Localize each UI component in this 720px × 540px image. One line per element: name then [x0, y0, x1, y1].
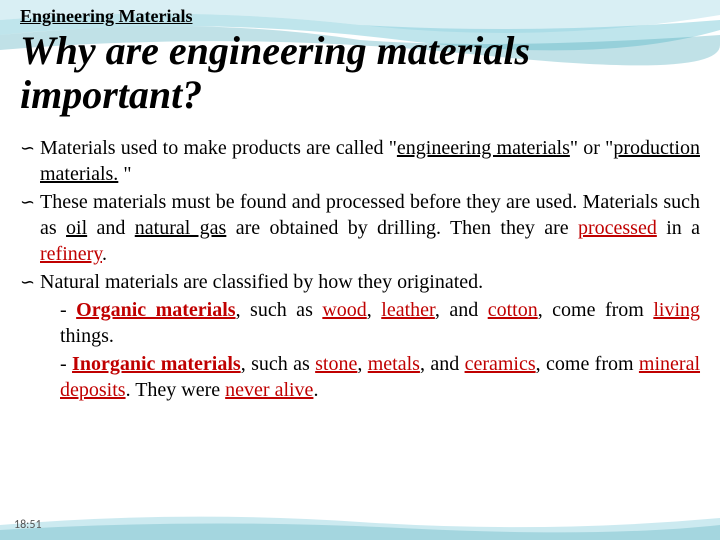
bullet-item: ∽ Materials used to make products are ca… [20, 135, 700, 187]
bullet-icon: ∽ [20, 269, 40, 403]
bottom-wave-decoration [0, 500, 720, 540]
bullet-icon: ∽ [20, 135, 40, 187]
sub-item: - Inorganic materials, such as stone, me… [40, 351, 700, 403]
sub-item: - Organic materials, such as wood, leath… [40, 297, 700, 349]
bullet-item: ∽ These materials must be found and proc… [20, 189, 700, 267]
slide-title: Why are engineering materials important? [20, 29, 700, 117]
slide-content: Engineering Materials Why are engineerin… [0, 0, 720, 415]
bullet-text: Materials used to make products are call… [40, 135, 700, 187]
timestamp: 18:51 [14, 518, 42, 532]
slide-header: Engineering Materials [20, 6, 700, 27]
bullet-item: ∽ Natural materials are classified by ho… [20, 269, 700, 403]
bullet-icon: ∽ [20, 189, 40, 267]
bullet-text: These materials must be found and proces… [40, 189, 700, 267]
bullet-list: ∽ Materials used to make products are ca… [20, 135, 700, 403]
bullet-text: Natural materials are classified by how … [40, 269, 700, 403]
